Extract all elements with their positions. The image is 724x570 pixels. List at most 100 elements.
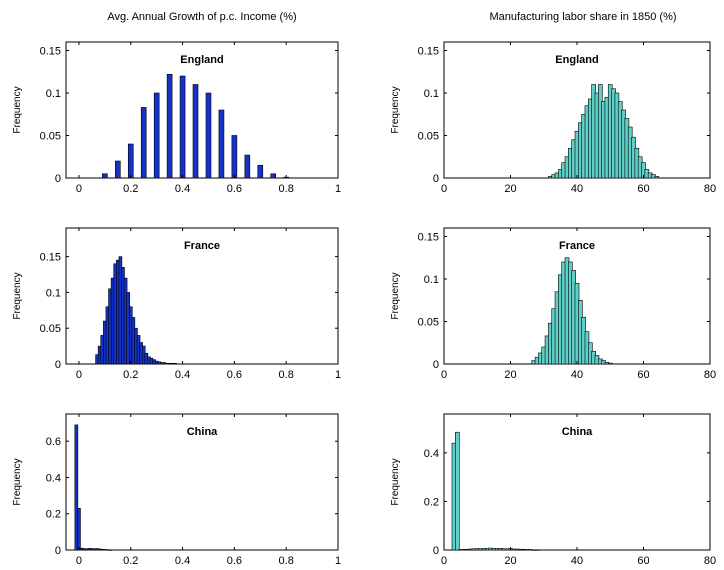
histogram-bar xyxy=(192,84,199,179)
x-tick-label: 0 xyxy=(441,555,447,567)
x-tick-label: 20 xyxy=(504,369,516,381)
panel-title: China xyxy=(562,426,593,438)
y-tick-label: 0.15 xyxy=(40,46,61,58)
y-tick-label: 0.2 xyxy=(424,496,439,508)
histogram-bar xyxy=(607,362,613,365)
panel-china-income: 0 0.2 0.4 0.6 0.8 1 0 0.2 0.4 0.6 China Frequency xyxy=(12,413,341,567)
panel-title: China xyxy=(187,426,218,438)
histogram-bar xyxy=(74,424,79,551)
x-tick-label: 60 xyxy=(637,183,649,195)
panel-title: England xyxy=(180,54,223,66)
y-tick-label: 0 xyxy=(433,359,439,371)
histogram-bar xyxy=(179,75,186,179)
x-tick-label: 80 xyxy=(704,555,716,567)
x-tick-label: 0 xyxy=(441,183,447,195)
x-tick-label: 0.4 xyxy=(175,183,190,195)
y-tick-label: 0.05 xyxy=(418,131,439,143)
panel-title: France xyxy=(559,240,595,252)
histogram-bar xyxy=(173,362,177,365)
x-tick-label: 0.6 xyxy=(227,555,242,567)
y-tick-label: 0.1 xyxy=(424,274,439,286)
panel-england-income: 0 0.2 0.4 0.6 0.8 1 0 0.05 0.1 0.15 England Frequen… xyxy=(12,41,341,195)
histogram-bar xyxy=(102,173,108,179)
x-tick-label: 0.6 xyxy=(227,183,242,195)
x-tick-label: 0 xyxy=(76,183,82,195)
histogram-bar xyxy=(231,135,238,179)
x-tick-label: 0.8 xyxy=(279,555,294,567)
y-axis-label: Frequency xyxy=(12,272,23,319)
x-tick-label: 0.6 xyxy=(227,369,242,381)
y-tick-label: 0.1 xyxy=(46,287,61,299)
x-tick-label: 40 xyxy=(571,555,583,567)
y-tick-label: 0.05 xyxy=(40,323,61,335)
x-tick-label: 0.8 xyxy=(279,369,294,381)
y-tick-label: 0.15 xyxy=(40,252,61,264)
x-tick-label: 1 xyxy=(335,183,341,195)
plot-area xyxy=(65,413,339,551)
x-tick-label: 0.8 xyxy=(279,183,294,195)
x-tick-label: 60 xyxy=(637,555,649,567)
panel-title: England xyxy=(555,54,598,66)
histogram-bar xyxy=(654,176,660,179)
x-tick-label: 60 xyxy=(637,369,649,381)
y-tick-label: 0.1 xyxy=(46,88,61,100)
x-tick-label: 1 xyxy=(335,369,341,381)
x-tick-label: 0.4 xyxy=(175,555,190,567)
y-tick-label: 0.4 xyxy=(46,472,61,484)
y-tick-label: 0.05 xyxy=(40,131,61,143)
x-tick-label: 40 xyxy=(571,183,583,195)
plot-area xyxy=(443,413,711,551)
histogram-bar xyxy=(244,154,251,179)
histogram-bar xyxy=(77,507,81,551)
x-tick-label: 0 xyxy=(76,369,82,381)
y-axis-label: Frequency xyxy=(12,458,23,505)
panel-england-labor: 0 20 40 60 80 0 0.05 0.1 0.15 England Frequency xyxy=(390,41,716,195)
histogram-bar xyxy=(153,92,160,179)
x-tick-label: 0.2 xyxy=(123,555,138,567)
y-axis-label: Frequency xyxy=(390,458,401,505)
y-tick-label: 0.4 xyxy=(424,448,439,460)
x-tick-label: 0 xyxy=(76,555,82,567)
panel-china-labor: 0 20 40 60 80 0 0.2 0.4 China Frequency xyxy=(390,413,716,567)
y-axis-label: Frequency xyxy=(390,272,401,319)
histogram-bar xyxy=(454,431,460,551)
y-tick-label: 0.15 xyxy=(418,232,439,244)
histogram-bar xyxy=(166,74,173,179)
x-tick-label: 80 xyxy=(704,369,716,381)
y-axis-label: Frequency xyxy=(12,86,23,133)
x-tick-label: 20 xyxy=(504,555,516,567)
x-tick-label: 1 xyxy=(335,555,341,567)
y-tick-label: 0.15 xyxy=(418,46,439,58)
histogram-bar xyxy=(140,107,147,179)
y-tick-label: 0.05 xyxy=(418,317,439,329)
x-tick-label: 0 xyxy=(441,369,447,381)
histogram-bar xyxy=(270,173,277,179)
x-tick-label: 40 xyxy=(571,369,583,381)
histogram-bar xyxy=(115,160,121,179)
panel-title: France xyxy=(184,240,220,252)
y-tick-label: 0.2 xyxy=(46,509,61,521)
histogram-bar xyxy=(205,92,212,179)
left-column-title: Avg. Annual Growth of p.c. Income (%) xyxy=(107,11,296,23)
y-tick-label: 0 xyxy=(55,545,61,557)
y-tick-label: 0 xyxy=(55,173,61,185)
x-tick-label: 80 xyxy=(704,183,716,195)
x-tick-label: 0.2 xyxy=(123,369,138,381)
y-tick-label: 0 xyxy=(433,173,439,185)
y-tick-label: 0 xyxy=(433,545,439,557)
x-tick-label: 0.4 xyxy=(175,369,190,381)
x-tick-label: 0.2 xyxy=(123,183,138,195)
x-tick-label: 20 xyxy=(504,183,516,195)
histogram-bar xyxy=(108,549,112,551)
y-tick-label: 0.6 xyxy=(46,436,61,448)
right-column-title: Manufacturing labor share in 1850 (%) xyxy=(489,11,676,23)
histogram-bar xyxy=(534,549,540,551)
y-tick-label: 0 xyxy=(55,359,61,371)
histogram-bar xyxy=(127,143,134,179)
y-tick-label: 0.1 xyxy=(424,88,439,100)
plot-area xyxy=(65,41,339,179)
histogram-bar xyxy=(218,109,225,179)
panel-france-income: 0 0.2 0.4 0.6 0.8 1 0 0.05 0.1 0.15 France Frequenc… xyxy=(12,227,341,381)
panel-france-labor: 0 20 40 60 80 0 0.05 0.1 0.15 France Frequency xyxy=(390,227,716,381)
